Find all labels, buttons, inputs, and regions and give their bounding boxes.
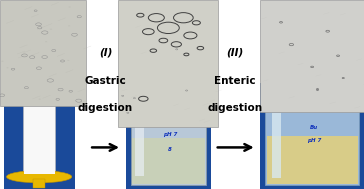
FancyBboxPatch shape (0, 0, 86, 106)
FancyBboxPatch shape (132, 138, 205, 184)
Text: pH 7: pH 7 (307, 138, 321, 143)
FancyBboxPatch shape (266, 136, 358, 184)
FancyBboxPatch shape (126, 83, 211, 189)
FancyBboxPatch shape (118, 0, 218, 127)
FancyBboxPatch shape (23, 91, 55, 175)
Circle shape (67, 60, 70, 61)
FancyBboxPatch shape (24, 91, 55, 174)
FancyBboxPatch shape (24, 87, 54, 91)
FancyBboxPatch shape (131, 101, 206, 185)
Circle shape (7, 67, 9, 68)
FancyBboxPatch shape (267, 87, 357, 101)
FancyBboxPatch shape (265, 101, 359, 185)
Text: digestion: digestion (78, 103, 133, 113)
Text: (I): (I) (99, 48, 112, 58)
FancyBboxPatch shape (132, 87, 205, 101)
Circle shape (68, 25, 70, 26)
Text: Enteric: Enteric (214, 76, 256, 86)
Circle shape (39, 98, 41, 100)
FancyBboxPatch shape (260, 83, 364, 189)
Text: 8: 8 (168, 147, 172, 152)
Circle shape (50, 29, 52, 30)
FancyBboxPatch shape (33, 179, 45, 188)
Circle shape (45, 41, 47, 42)
FancyBboxPatch shape (135, 114, 144, 176)
Text: Gastric: Gastric (85, 76, 126, 86)
Circle shape (68, 6, 71, 8)
FancyBboxPatch shape (260, 0, 364, 112)
Text: Bu: Bu (310, 125, 318, 130)
Text: pH 7: pH 7 (163, 132, 177, 137)
FancyBboxPatch shape (4, 87, 75, 189)
FancyBboxPatch shape (272, 113, 281, 178)
Ellipse shape (7, 171, 72, 183)
Text: (II): (II) (226, 48, 244, 58)
Text: digestion: digestion (207, 103, 262, 113)
Circle shape (1, 61, 4, 62)
